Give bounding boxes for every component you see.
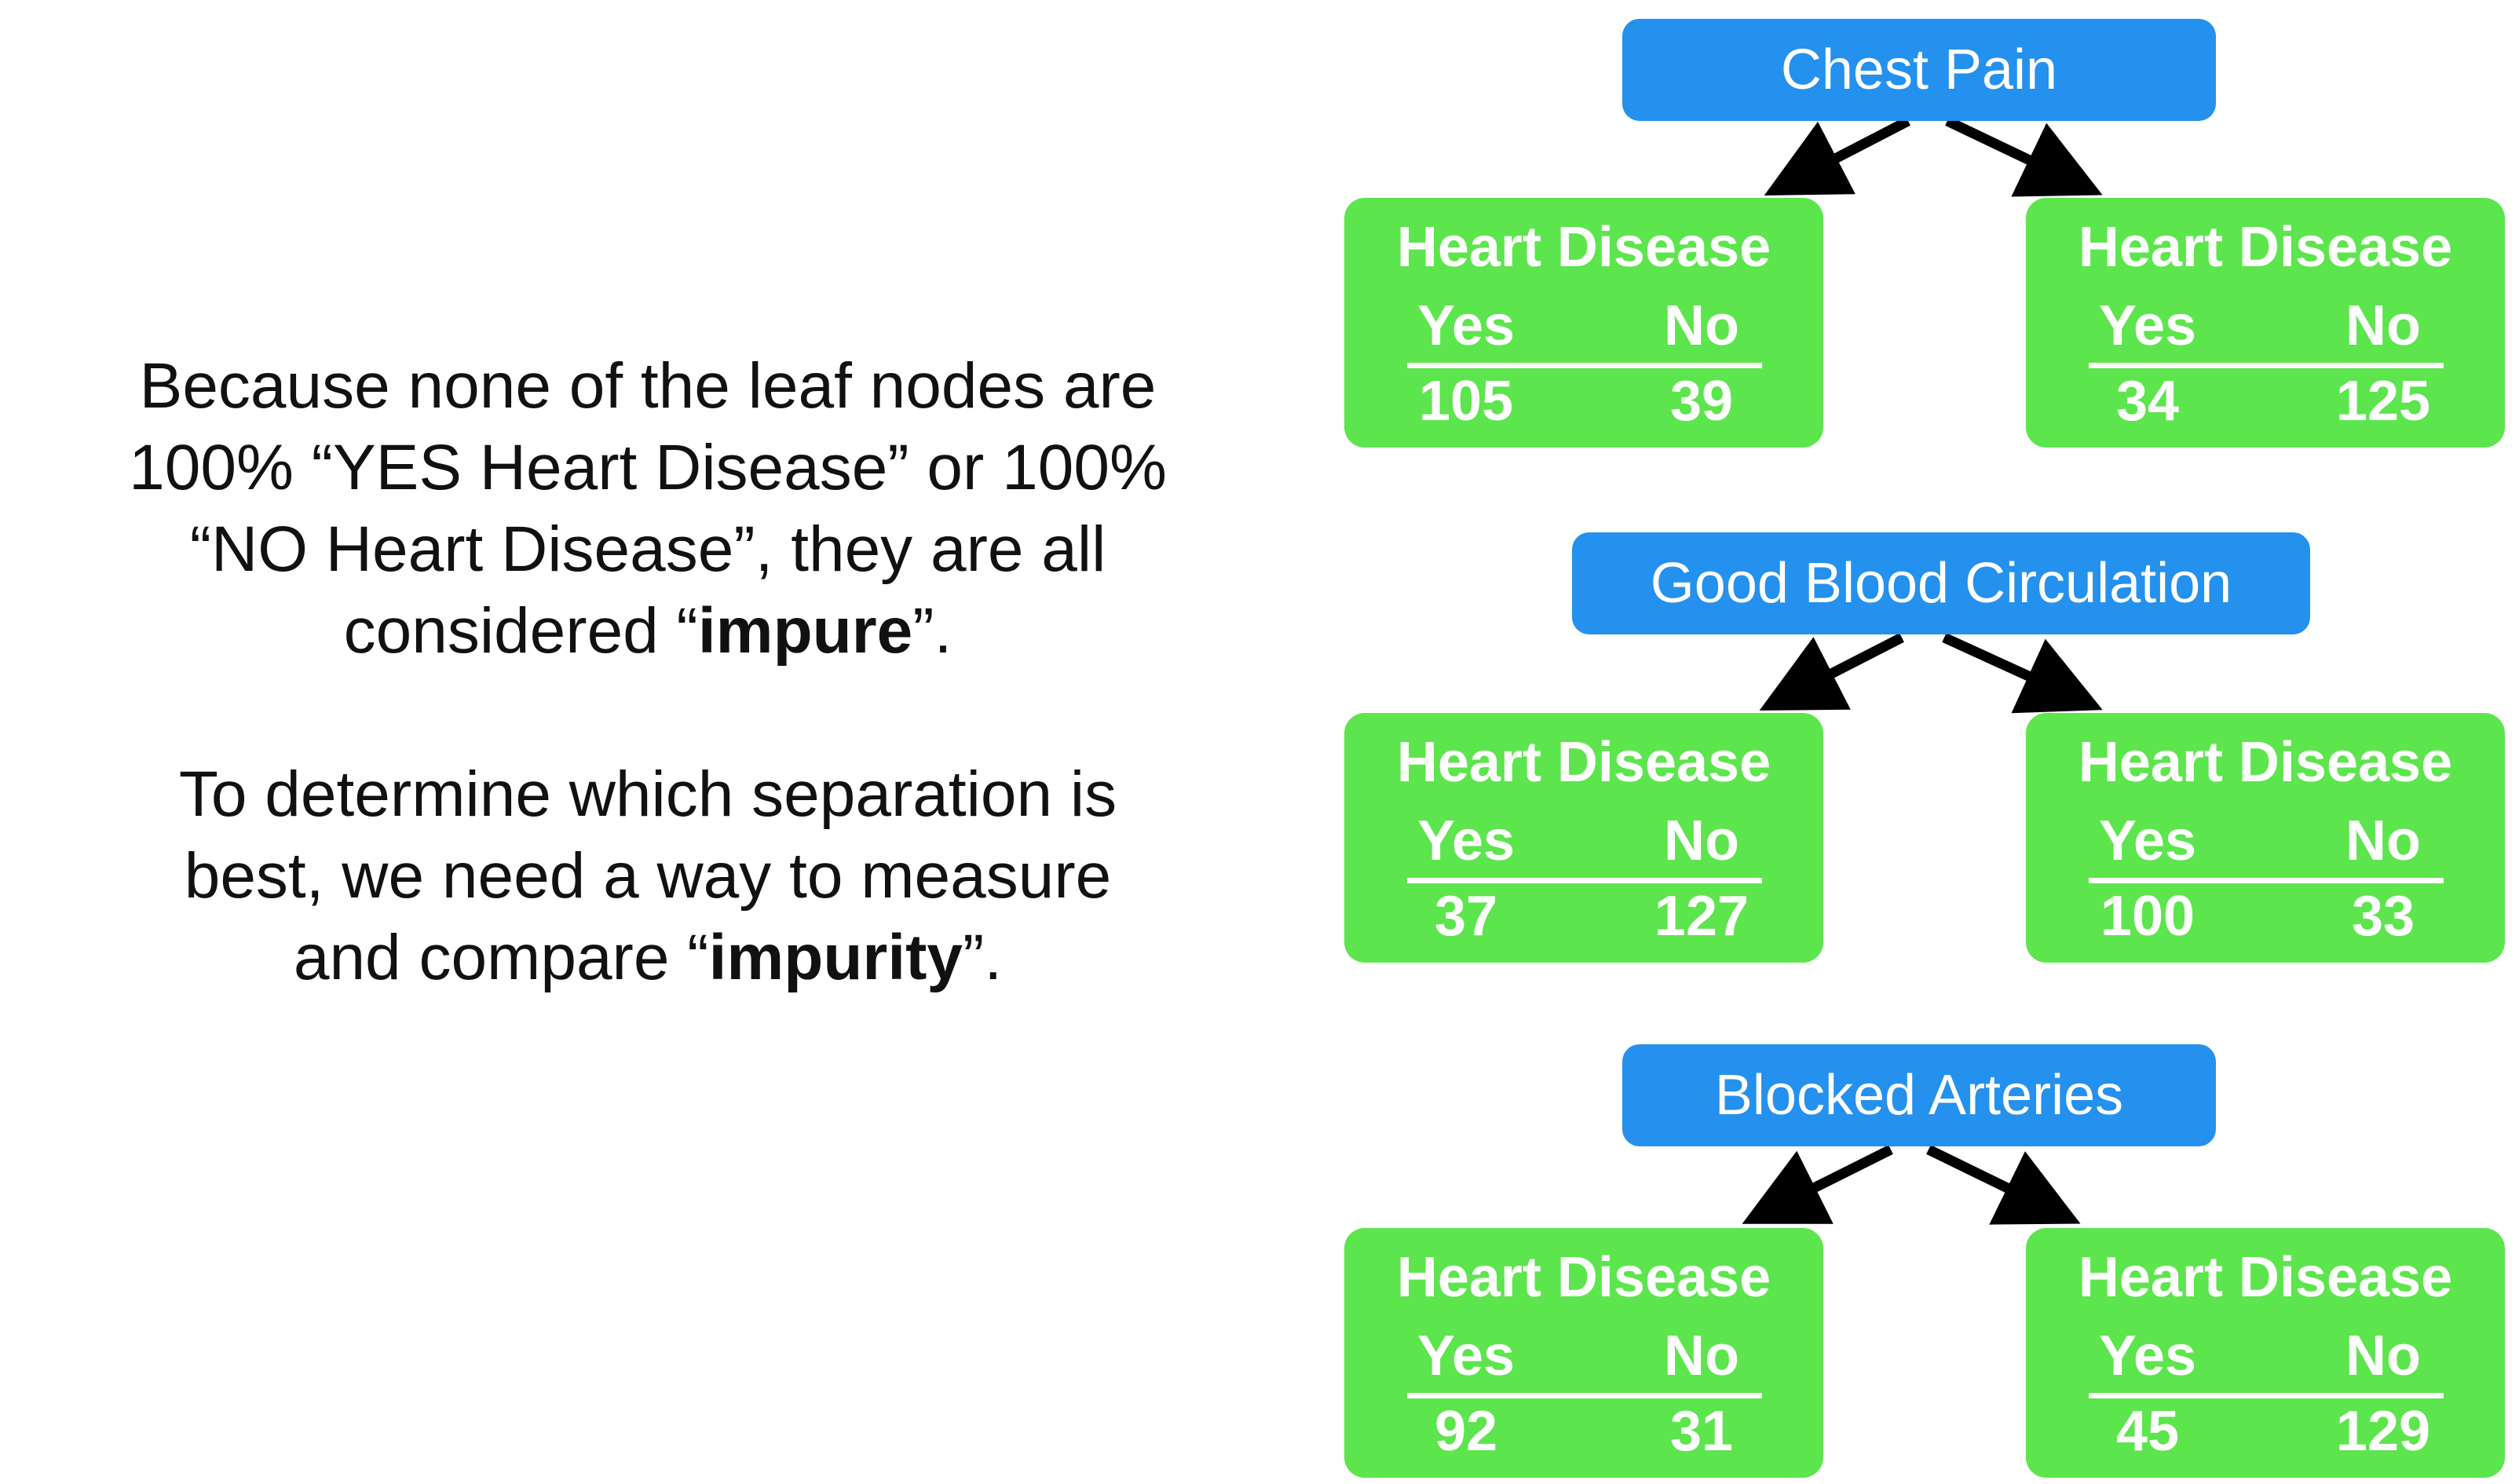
no-header: No [1664,294,1739,357]
leaf-node-chest-pain-right: Heart Disease Yes No 34 125 [2026,198,2505,448]
leaf-title: Heart Disease [2078,216,2453,279]
leaf-title: Heart Disease [1396,216,1771,279]
yes-count: 92 [1434,1400,1498,1463]
root-label: Chest Pain [1780,38,2058,101]
header-divider [2089,1393,2444,1398]
explanation-para1-bold: impure [697,595,913,667]
header-divider [2089,878,2444,883]
no-header: No [1664,1325,1739,1387]
arrow-blood-circulation-left [1759,633,1904,711]
arrow-blocked-arteries-right [1926,1145,2081,1225]
header-divider [1407,1393,1762,1398]
explanation-para1-text: Because none of the leaf nodes are 100% … [129,350,1167,667]
leaf-node-blood-circulation-right: Heart Disease Yes No 100 33 [2026,713,2505,963]
yes-count: 34 [2115,370,2180,433]
no-header: No [1664,810,1739,872]
no-header: No [2345,810,2421,872]
explanation-para1-end: ”. [912,595,952,667]
explanation-paragraph-impure: Because none of the leaf nodes are 100% … [126,345,1170,672]
explanation-para2-end: ”. [963,922,1003,993]
yes-header: Yes [2098,1325,2197,1387]
yes-header: Yes [1417,1325,1515,1387]
yes-header: Yes [2098,294,2197,357]
no-count: 39 [1669,370,1734,433]
explanation-paragraph-impurity: To determine which separation is best, w… [126,754,1170,999]
no-count: 125 [2335,370,2431,433]
no-count: 31 [1669,1400,1734,1463]
leaf-node-chest-pain-left: Heart Disease Yes No 105 39 [1344,198,1823,448]
yes-header: Yes [2098,810,2197,872]
no-header: No [2345,1325,2421,1387]
no-count: 127 [1654,885,1749,948]
header-divider [1407,363,1762,368]
arrow-blood-circulation-right [1942,633,2103,714]
root-node-chest-pain: Chest Pain [1622,19,2216,121]
arrow-blocked-arteries-left [1742,1145,1893,1224]
leaf-node-blocked-arteries-right: Heart Disease Yes No 45 129 [2026,1228,2505,1478]
header-divider [1407,878,1762,883]
leaf-title: Heart Disease [1396,1246,1771,1309]
explanation-para2-text: To determine which separation is best, w… [178,758,1117,993]
no-count: 129 [2335,1400,2431,1463]
arrow-chest-pain-right [1945,116,2103,197]
leaf-title: Heart Disease [1396,731,1771,794]
no-header: No [2345,294,2421,357]
yes-count: 105 [1418,370,1514,433]
yes-count: 45 [2115,1400,2180,1463]
header-divider [2089,363,2444,368]
leaf-title: Heart Disease [2078,1246,2453,1309]
root-label: Blocked Arteries [1714,1064,2124,1127]
explanation-para2-bold: impurity [708,922,963,993]
root-label: Good Blood Circulation [1650,552,2232,615]
yes-count: 37 [1434,885,1498,948]
yes-header: Yes [1417,294,1515,357]
yes-header: Yes [1417,810,1515,872]
root-node-blocked-arteries: Blocked Arteries [1622,1044,2216,1146]
arrow-chest-pain-left [1764,116,1910,196]
no-count: 33 [2351,885,2415,948]
root-node-good-blood-circulation: Good Blood Circulation [1572,532,2310,634]
leaf-node-blocked-arteries-left: Heart Disease Yes No 92 31 [1344,1228,1823,1478]
yes-count: 100 [2100,885,2195,948]
leaf-node-blood-circulation-left: Heart Disease Yes No 37 127 [1344,713,1823,963]
leaf-title: Heart Disease [2078,731,2453,794]
explanation-text: Because none of the leaf nodes are 100% … [126,345,1170,999]
